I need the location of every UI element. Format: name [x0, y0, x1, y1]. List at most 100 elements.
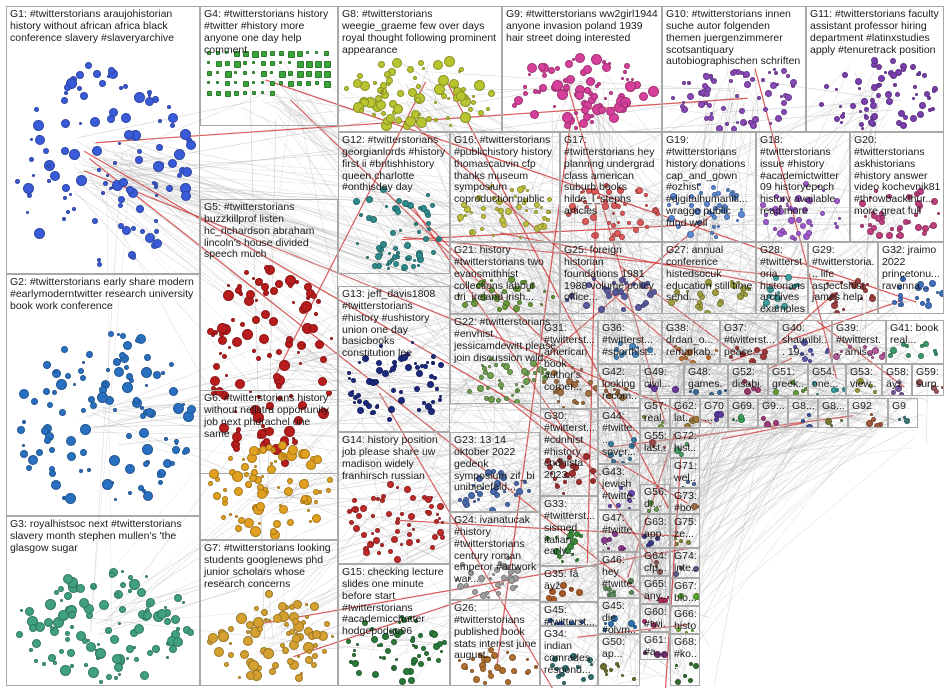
node	[207, 91, 212, 96]
group-g35[interactable]: G35: fâ äyž	[540, 566, 598, 602]
group-g9[interactable]: G9: #twitterstorians ww2girl1944 anyone …	[502, 6, 662, 132]
group-g45b[interactable]: G45: die #olym...	[598, 598, 640, 634]
node	[246, 629, 250, 634]
group-g34[interactable]: G34: indian comrades respond...	[540, 626, 598, 686]
node	[744, 80, 752, 88]
group-g45[interactable]: G45: #twitterst... aktuellen...	[540, 602, 598, 626]
group-g54[interactable]: G54: one...	[808, 364, 846, 396]
group-g39[interactable]: G39: #twitterst... amis...	[832, 320, 886, 364]
node	[415, 539, 420, 544]
group-g9c[interactable]: G9	[888, 398, 918, 428]
group-g37[interactable]: G37: #twitterst... peace...	[720, 320, 778, 364]
group-g19[interactable]: G19: #twitterstorians history donations …	[662, 132, 756, 242]
group-g36[interactable]: G36: #twitterst... #sporthist...	[598, 320, 662, 364]
node	[381, 494, 387, 500]
group-nodes	[807, 7, 943, 131]
group-g62[interactable]: G62: lat...	[670, 398, 700, 428]
group-g56[interactable]: G56: dr...	[640, 484, 670, 514]
group-g43[interactable]: G43: jewish #twitte...	[598, 464, 640, 510]
node	[418, 59, 425, 66]
group-g30[interactable]: G30: #twitterst... #cdnhist #history cnd…	[540, 408, 598, 496]
group-g9b[interactable]: G9...	[758, 398, 788, 428]
group-g8c[interactable]: G8...	[818, 398, 848, 428]
group-g12[interactable]: G12: #twitterstorians georgianlords #his…	[338, 132, 450, 274]
node	[610, 202, 618, 210]
group-g58[interactable]: G58: äyž	[882, 364, 912, 396]
group-g25[interactable]: G25: foreign historian foundations 1981 …	[560, 242, 662, 314]
group-label: G12: #twitterstorians georgianlords #his…	[342, 134, 449, 194]
group-g72[interactable]: G72: hist...	[670, 428, 700, 458]
group-g47[interactable]: G47: #twitte... bitte...	[598, 510, 640, 552]
group-g24[interactable]: G24: ivanatucak #history #twitterstorian…	[450, 512, 540, 600]
group-g10[interactable]: G10: #twitterstorians innen suche autor …	[662, 6, 806, 132]
group-g13[interactable]: G13: jeff_davis1808 #twitterstorians #hi…	[338, 286, 450, 432]
group-g6[interactable]: G6: #twitterstorians history without nel…	[200, 390, 338, 540]
edge	[263, 342, 650, 665]
group-g60[interactable]: G60: #twi...	[640, 604, 670, 632]
group-g11[interactable]: G11: #twitterstorians faculty assistant …	[806, 6, 944, 132]
group-label: G46: hey #twitte...	[602, 554, 636, 598]
group-g29[interactable]: G29: #twitterstoria... life aspectshist …	[808, 242, 878, 314]
group-g8b[interactable]: G8...	[788, 398, 818, 428]
group-g46[interactable]: G46: hey #twitte...	[598, 552, 640, 598]
group-g38[interactable]: G38: drdan_o... remarkab...	[662, 320, 720, 364]
group-g75[interactable]: G75: ze...	[670, 514, 700, 548]
node	[286, 518, 294, 526]
group-g70[interactable]: G70...	[700, 398, 728, 428]
group-g21[interactable]: G21: history #twitterstorians two evansm…	[450, 242, 560, 314]
group-g20[interactable]: G20: #twitterstorians askhistorians #his…	[850, 132, 944, 242]
node	[261, 71, 267, 77]
group-g51[interactable]: G51: greek...	[768, 364, 808, 396]
group-g68[interactable]: G68: #ko...	[670, 634, 700, 686]
group-g7[interactable]: G7: #twitterstorians looking students go…	[200, 540, 338, 686]
group-g50[interactable]: G50: ap...	[598, 634, 640, 686]
group-g17[interactable]: G17: #twitterstorians hey planning under…	[560, 132, 662, 242]
group-g92[interactable]: G92	[848, 398, 888, 428]
group-g16[interactable]: G16: #twitterstorians #publichistory his…	[450, 132, 560, 242]
node	[601, 203, 609, 211]
group-g23[interactable]: G23: 13 14 oktober 2022 gedenk symposium…	[450, 432, 540, 512]
group-g74[interactable]: G74: inte...	[670, 548, 700, 578]
group-g41[interactable]: G41: book real...	[886, 320, 944, 364]
node	[687, 231, 695, 239]
group-g73[interactable]: G73: #bo...	[670, 488, 700, 514]
group-g26[interactable]: G26: #twitterstorians published book sta…	[450, 600, 540, 686]
group-g18[interactable]: G18: #twitterstorians issue #history #ac…	[756, 132, 850, 242]
node	[479, 226, 484, 231]
group-g31[interactable]: G31: #twitterst... american book author'…	[540, 320, 598, 410]
group-g3[interactable]: G3: royalhistsoc next #twitterstorians s…	[6, 516, 200, 686]
group-g64[interactable]: G64: cfp...	[640, 548, 670, 576]
group-label: G53: view...	[850, 366, 877, 396]
edge	[396, 214, 667, 443]
group-g33[interactable]: G33: #twitterst... sismed italian early.…	[540, 496, 598, 566]
group-g8[interactable]: G8: #twitterstorians weegie_graeme few o…	[338, 6, 502, 132]
group-g67[interactable]: G67: blo...	[670, 578, 700, 606]
group-g14[interactable]: G14: history position job please share u…	[338, 432, 450, 564]
group-g63[interactable]: G63: app...	[640, 514, 670, 548]
group-g32[interactable]: G32: jraimo 2022 princetonu... ravenna..…	[878, 242, 944, 314]
group-g42[interactable]: G42: looking recom...	[598, 364, 640, 408]
group-g48[interactable]: G48: games...	[684, 364, 728, 396]
group-g53[interactable]: G53: view...	[846, 364, 882, 396]
node	[388, 406, 396, 414]
group-g57[interactable]: G57: real...	[640, 398, 670, 428]
group-g71[interactable]: G71: wel...	[670, 458, 700, 488]
node	[469, 211, 473, 215]
group-g40[interactable]: G40: shaunlbl... 19...	[778, 320, 832, 364]
group-g69[interactable]: G69...	[728, 398, 758, 428]
node	[924, 302, 932, 310]
group-g27[interactable]: G27: annual conference histedsocuk educa…	[662, 242, 756, 314]
group-g52[interactable]: G52: disabi...	[728, 364, 768, 396]
group-g61[interactable]: G61: #a...	[640, 632, 670, 660]
group-g28[interactable]: G28: #twitterstoria... historians archiv…	[756, 242, 808, 314]
group-g4[interactable]: G4: #twitterstorians history #twitter #h…	[200, 6, 338, 126]
group-g2[interactable]: G2: #twitterstorians early share modern …	[6, 274, 200, 516]
group-g44[interactable]: G44: #twitte... sover...	[598, 408, 640, 464]
group-g55[interactable]: G55: last...	[640, 428, 670, 454]
group-g49[interactable]: G49: civil...	[640, 364, 684, 396]
group-g66[interactable]: G66: histo...	[670, 606, 700, 634]
group-g59[interactable]: G59: surp...	[912, 364, 944, 396]
group-g65[interactable]: G65: any...	[640, 576, 670, 604]
group-g15[interactable]: G15: checking lecture slides one minute …	[338, 564, 450, 686]
group-g1[interactable]: G1: #twitterstorians araujohistorian his…	[6, 6, 200, 274]
